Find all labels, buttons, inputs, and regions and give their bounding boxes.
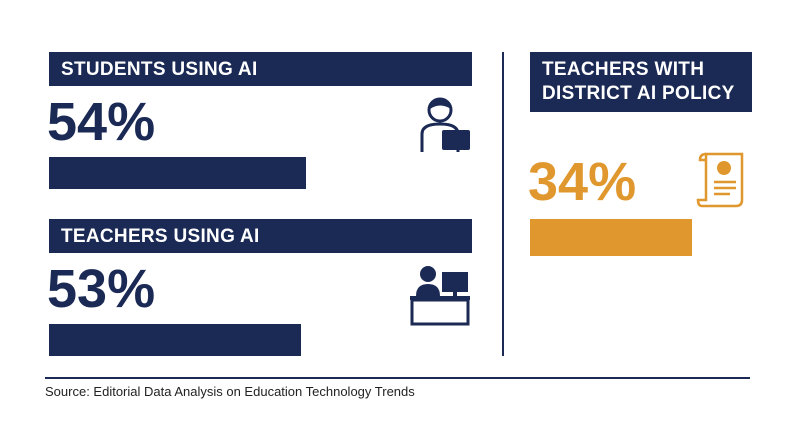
bar (49, 157, 306, 189)
value-label: 34% (528, 152, 637, 212)
source: Source: Editorial Data Analysis on Educa… (45, 384, 415, 399)
value-label: 53% (47, 259, 156, 319)
panel-title: TEACHERS USING AI (49, 219, 472, 253)
panel-title: TEACHERS WITH DISTRICT AI POLICY (530, 52, 752, 112)
bar (49, 324, 301, 356)
bar (530, 219, 692, 256)
student-icon (420, 97, 470, 152)
teacher-icon (410, 266, 470, 326)
rule (45, 377, 750, 379)
value-label: 54% (47, 92, 156, 152)
policy-icon (696, 152, 744, 208)
divider (502, 52, 504, 356)
panel-title: STUDENTS USING AI (49, 52, 472, 86)
